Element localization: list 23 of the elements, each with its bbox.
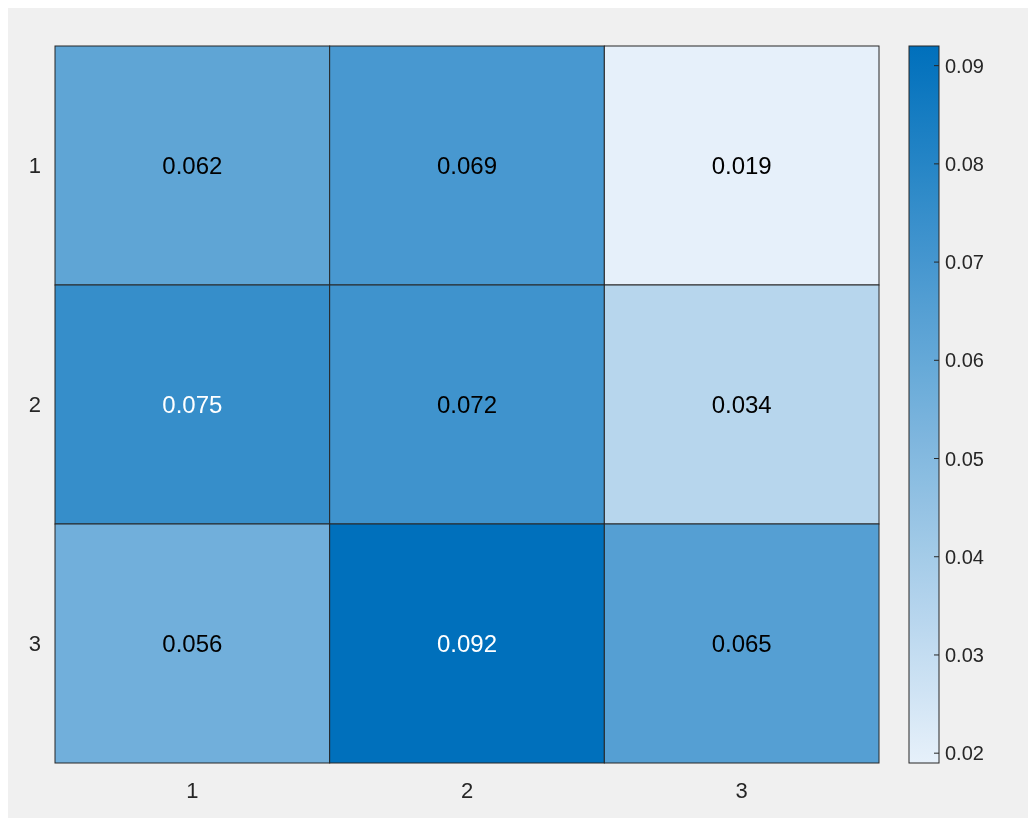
data-label: 0.034 bbox=[711, 390, 772, 418]
color-bar-label: 0.02 bbox=[945, 742, 984, 765]
color-bar-label: 0.06 bbox=[945, 349, 984, 372]
color-bar-label: 0.08 bbox=[945, 152, 984, 175]
data-label: 0.072 bbox=[436, 390, 498, 418]
data-label: 0.062 bbox=[162, 151, 223, 179]
y-tick-label: 3 bbox=[28, 631, 41, 657]
color-bar-label: 0.07 bbox=[945, 251, 984, 274]
color-bar-label: 0.05 bbox=[945, 447, 984, 470]
data-label: 0.056 bbox=[162, 629, 223, 657]
data-label: 0.075 bbox=[162, 390, 223, 418]
x-tick-label: 2 bbox=[460, 778, 474, 803]
color-bar-label: 0.03 bbox=[945, 643, 984, 666]
data-label: 0.065 bbox=[711, 629, 772, 657]
data-label: 0.019 bbox=[711, 151, 772, 179]
y-tick-label: 2 bbox=[28, 392, 41, 418]
x-tick-label: 1 bbox=[186, 778, 199, 803]
data-label: 0.069 bbox=[436, 151, 498, 179]
y-tick-label: 1 bbox=[28, 153, 41, 179]
x-tick-label: 3 bbox=[735, 778, 748, 803]
data-label: 0.092 bbox=[436, 629, 498, 657]
color-bar-label: 0.04 bbox=[945, 545, 984, 568]
color-bar-label: 0.09 bbox=[945, 54, 984, 77]
